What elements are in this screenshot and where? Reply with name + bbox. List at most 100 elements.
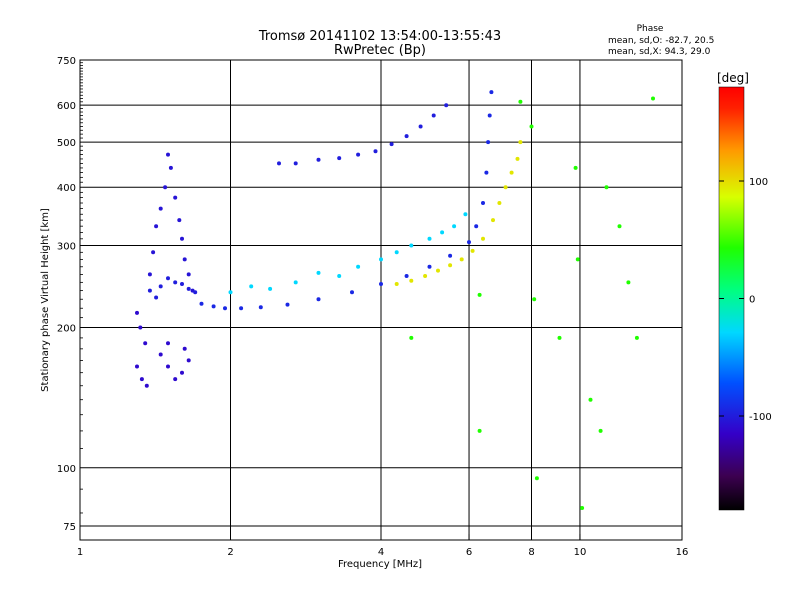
- data-point: [199, 301, 204, 306]
- data-point: [486, 140, 491, 145]
- data-point: [404, 274, 409, 278]
- data-point: [356, 152, 361, 157]
- data-point: [448, 263, 453, 268]
- data-point: [173, 377, 178, 382]
- data-point: [135, 310, 139, 315]
- y-tick-label: 100: [57, 464, 76, 475]
- y-tick-label: 600: [57, 101, 76, 112]
- chart-title: Tromsø 20141102 13:54:00-13:55:43: [258, 29, 501, 44]
- stats-line-x: mean, sd,X: 94.3, 29.0: [608, 47, 711, 57]
- data-point: [350, 290, 354, 295]
- data-point: [316, 270, 321, 275]
- data-point: [452, 224, 457, 229]
- data-point: [444, 103, 449, 108]
- data-point: [139, 377, 144, 382]
- y-tick-label: 75: [63, 522, 76, 533]
- data-point: [277, 161, 281, 166]
- data-point: [418, 124, 423, 129]
- data-point: [186, 272, 191, 277]
- data-point: [373, 149, 378, 154]
- data-point: [147, 288, 152, 293]
- data-point: [481, 236, 485, 241]
- data-point: [143, 341, 148, 346]
- x-tick-label: 8: [528, 547, 534, 558]
- data-point: [166, 364, 170, 369]
- data-point: [293, 280, 298, 285]
- x-tick-label: 2: [227, 547, 233, 558]
- data-point: [158, 352, 163, 357]
- data-point: [147, 272, 152, 277]
- x-tick-label: 16: [676, 547, 689, 558]
- data-point: [180, 370, 184, 375]
- data-point: [158, 206, 163, 211]
- data-point: [239, 306, 244, 311]
- data-point: [598, 428, 603, 433]
- grid-lines: [80, 59, 682, 540]
- axis-ticks: 1 2 4 6 8 10 16 75 100 200 300 400 500 600 750: [57, 56, 688, 558]
- data-point: [154, 224, 159, 229]
- data-point: [431, 113, 436, 118]
- colorbar-tick-label: 0: [749, 295, 755, 306]
- data-point: [173, 195, 178, 200]
- data-point: [337, 274, 342, 278]
- y-tick-label: 750: [57, 56, 76, 67]
- data-point: [491, 218, 495, 223]
- data-point: [389, 142, 394, 147]
- data-point: [503, 185, 508, 190]
- data-point: [604, 185, 609, 190]
- data-point: [518, 140, 523, 145]
- data-point: [573, 165, 578, 170]
- data-point: [166, 341, 170, 346]
- data-point: [293, 161, 298, 166]
- data-point: [459, 257, 464, 262]
- data-point: [423, 274, 428, 278]
- data-point: [193, 290, 198, 295]
- data-point: [158, 284, 163, 289]
- x-tick-label: 6: [466, 547, 472, 558]
- data-point: [166, 152, 170, 157]
- data-point: [180, 236, 184, 241]
- data-point: [509, 170, 514, 175]
- data-point: [182, 257, 187, 262]
- data-point: [481, 201, 485, 205]
- colorbar-ticks: 100 0 -100: [719, 177, 772, 423]
- data-point: [487, 113, 492, 118]
- y-tick-label: 400: [57, 183, 76, 194]
- x-tick-label: 10: [574, 547, 587, 558]
- data-point: [477, 428, 482, 433]
- data-point: [163, 185, 168, 190]
- y-axis-label: Stationary phase Virtual Height [km]: [40, 208, 51, 392]
- colorbar-label: [deg]: [717, 71, 749, 85]
- data-point: [356, 264, 361, 269]
- data-point: [249, 284, 254, 289]
- data-point: [409, 335, 414, 340]
- data-point: [467, 240, 471, 245]
- data-point: [138, 325, 143, 330]
- stats-header: Phase: [637, 24, 664, 34]
- data-point: [580, 506, 585, 510]
- data-point: [144, 383, 149, 388]
- data-point: [166, 276, 170, 281]
- data-point: [515, 156, 520, 161]
- data-point: [489, 90, 494, 95]
- data-point: [463, 212, 468, 217]
- colorbar-tick-label: -100: [749, 412, 772, 423]
- data-point: [497, 201, 502, 205]
- data-point: [427, 236, 432, 241]
- data-point: [186, 358, 191, 363]
- data-point: [626, 280, 631, 285]
- data-point: [154, 295, 159, 300]
- data-point: [518, 99, 523, 104]
- data-point: [477, 292, 482, 297]
- data-point: [634, 335, 639, 340]
- y-tick-label: 200: [57, 324, 76, 335]
- data-point: [532, 297, 537, 302]
- data-point: [394, 250, 399, 255]
- data-point: [427, 264, 432, 269]
- data-point: [182, 346, 187, 351]
- data-point: [394, 282, 399, 286]
- plot-frame: [79, 59, 683, 541]
- data-point: [316, 297, 321, 302]
- data-point: [258, 305, 263, 310]
- data-point: [173, 280, 178, 285]
